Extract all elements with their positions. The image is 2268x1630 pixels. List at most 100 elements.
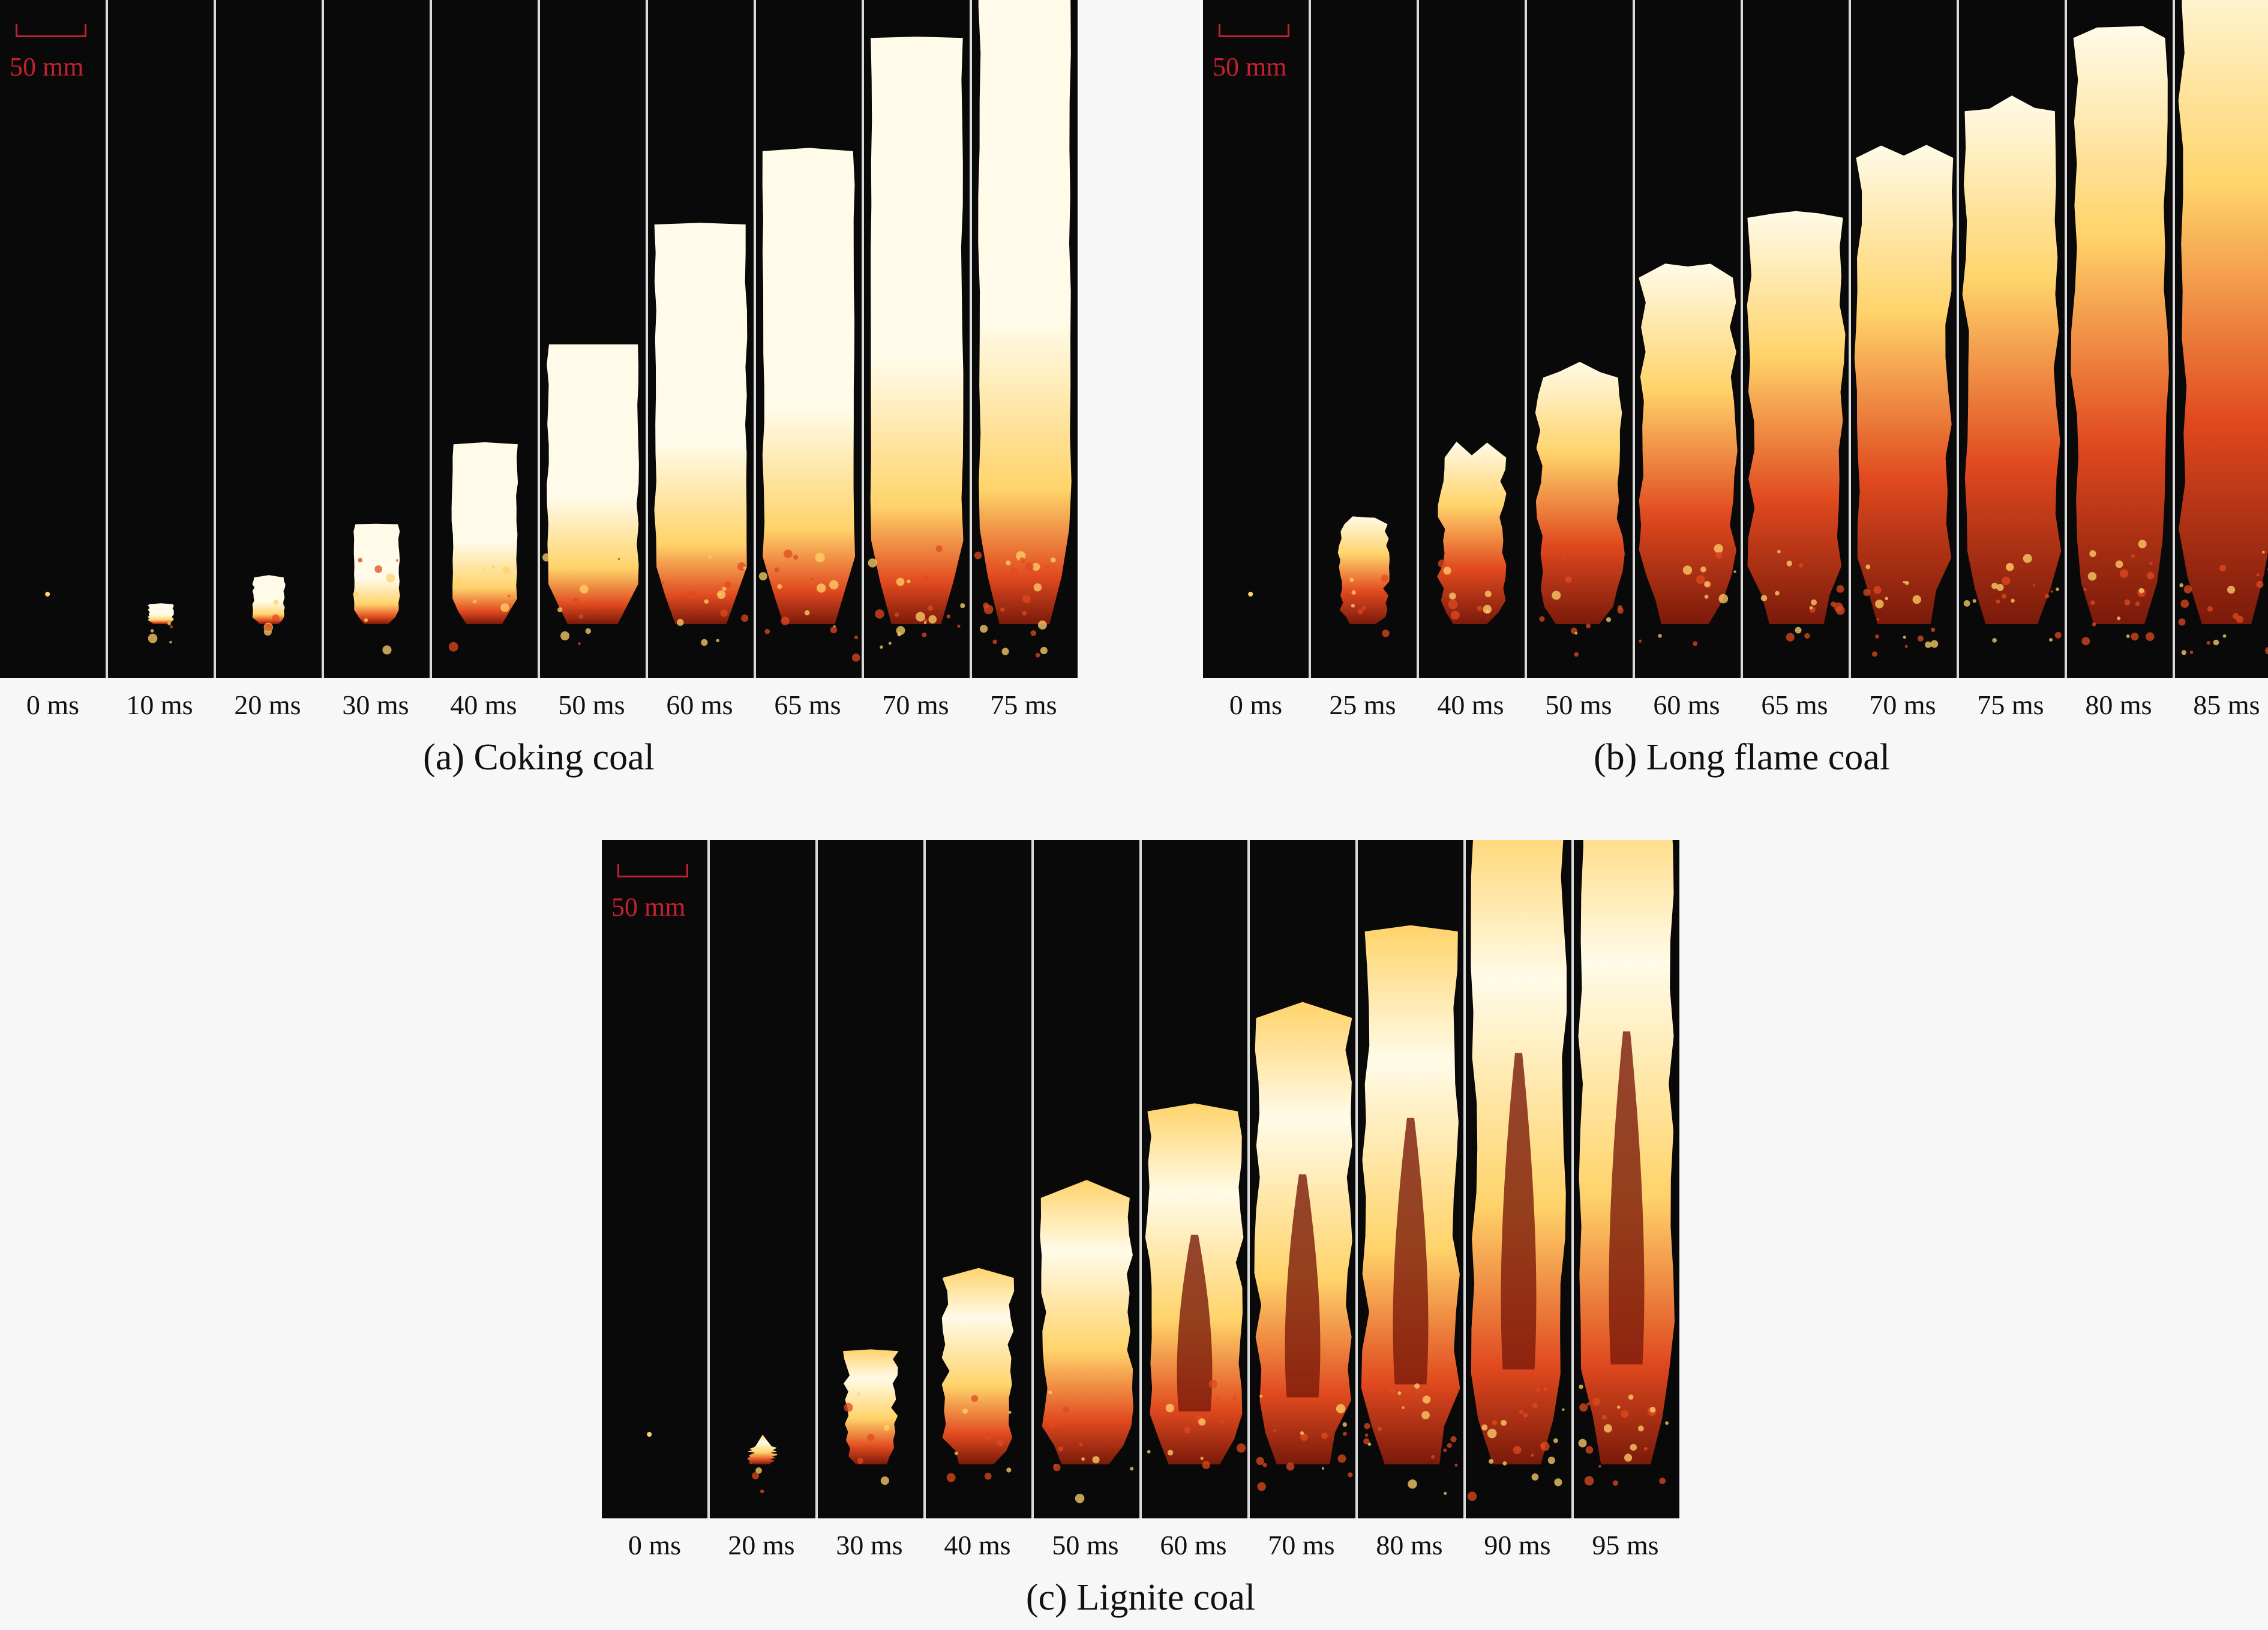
ember-particle xyxy=(2116,616,2121,621)
flame-body xyxy=(547,344,639,624)
ember-particle xyxy=(2089,550,2096,558)
ember-particle xyxy=(1300,1431,1304,1436)
time-label: 25 ms xyxy=(1329,690,1396,720)
ember-particle xyxy=(1200,1457,1204,1460)
ember-particle xyxy=(1443,567,1451,575)
ember-particle xyxy=(1051,557,1056,563)
flame-frame xyxy=(1633,0,1741,678)
ember-particle xyxy=(1022,595,1031,603)
flame-frame xyxy=(430,0,538,678)
flame-frame xyxy=(1463,840,1571,1518)
ember-particle xyxy=(2083,588,2087,591)
ember-particle xyxy=(1367,1442,1372,1446)
ember-particle xyxy=(2115,560,2123,568)
ember-particle xyxy=(1502,1461,1507,1466)
ember-particle xyxy=(752,1472,760,1480)
flame-image xyxy=(1337,516,1390,637)
ember-particle xyxy=(1834,602,1844,612)
ember-particle xyxy=(2090,600,2095,606)
ember-particle xyxy=(992,639,997,645)
ember-particle xyxy=(687,591,695,599)
image-strip: 50 mm xyxy=(1203,0,2268,678)
time-labels: 0 ms 25 ms 40 ms 50 ms 60 ms 65 ms 70 ms 75 ms 8… xyxy=(1203,689,2268,721)
ember-particle xyxy=(574,559,577,562)
flame-image xyxy=(1361,925,1460,1495)
ember-particle xyxy=(954,1451,958,1455)
flame-image xyxy=(2178,0,2268,655)
ember-particle xyxy=(1617,607,1624,614)
ember-particle xyxy=(1408,1479,1417,1489)
ember-particle xyxy=(1198,1418,1206,1426)
ember-particle xyxy=(880,645,883,649)
ember-particle xyxy=(1592,1398,1601,1406)
ember-particle xyxy=(1022,610,1027,616)
ember-particle xyxy=(1053,1463,1061,1472)
flame-frame xyxy=(2065,0,2173,678)
ember-particle xyxy=(1342,1389,1346,1393)
flame-frame xyxy=(707,840,815,1518)
ember-particle xyxy=(2050,590,2053,593)
ember-particle xyxy=(1539,616,1545,622)
ember-particle xyxy=(572,597,578,603)
time-label: 65 ms xyxy=(1761,690,1828,720)
ember-particle xyxy=(1579,1403,1588,1412)
time-label: 30 ms xyxy=(342,690,409,720)
flame-frame xyxy=(1355,840,1463,1518)
ember-particle xyxy=(755,1467,762,1474)
ember-particle xyxy=(1531,1473,1539,1481)
ember-particle xyxy=(2044,594,2050,598)
ember-particle xyxy=(1237,1443,1246,1453)
ember-particle xyxy=(1578,1439,1587,1448)
ember-particle xyxy=(617,558,620,561)
flame-image xyxy=(654,223,749,646)
ember-particle xyxy=(1930,640,1939,648)
ember-particle xyxy=(1448,600,1458,610)
ember-particle xyxy=(1786,561,1793,567)
ember-particle xyxy=(1321,1432,1328,1439)
time-label: 80 ms xyxy=(2085,690,2152,720)
ember-particle xyxy=(1925,641,1932,648)
ember-particle xyxy=(1601,1415,1607,1420)
ember-particle xyxy=(1715,552,1723,559)
ember-particle xyxy=(1775,591,1780,596)
ember-particle xyxy=(1447,1443,1452,1448)
flame-image xyxy=(542,344,639,645)
ember-particle xyxy=(1040,646,1048,655)
ember-particle xyxy=(2135,601,2140,606)
ember-particle xyxy=(2181,650,2186,655)
ember-particle xyxy=(1048,1421,1055,1428)
flame-image xyxy=(1747,211,1846,642)
ember-particle xyxy=(980,625,988,633)
ember-particle xyxy=(2146,571,2155,580)
ember-particle xyxy=(1001,648,1009,655)
ember-particle xyxy=(273,600,279,605)
flame-frame xyxy=(1417,0,1525,678)
ember-particle xyxy=(1006,560,1011,566)
ember-particle xyxy=(1904,645,1908,648)
flame-image xyxy=(148,603,174,644)
ember-particle xyxy=(760,1489,764,1494)
ember-particle xyxy=(1450,610,1460,620)
ember-particle xyxy=(448,642,458,652)
ember-particle xyxy=(2032,583,2035,587)
ember-particle xyxy=(1025,562,1034,571)
ember-particle xyxy=(2005,562,2014,571)
ember-particle xyxy=(542,553,551,562)
panel-caption: (a) Coking coal xyxy=(423,737,655,778)
time-label: 30 ms xyxy=(836,1530,903,1560)
ember-particle xyxy=(928,605,934,611)
time-label: 50 ms xyxy=(1052,1530,1119,1560)
ember-particle xyxy=(1048,1391,1052,1395)
flame-dark-core xyxy=(1177,1235,1213,1412)
flame-body xyxy=(1962,95,2062,624)
ember-particle xyxy=(1414,1383,1420,1389)
ember-particle xyxy=(1202,1461,1211,1469)
flame-body xyxy=(1535,361,1625,624)
ember-particle xyxy=(2011,598,2015,603)
ember-particle xyxy=(1714,544,1723,553)
ember-particle xyxy=(1489,1458,1494,1464)
flame-frame: 50 mm xyxy=(0,0,106,678)
ember-particle xyxy=(1481,1424,1488,1431)
scale-label: 50 mm xyxy=(10,52,84,82)
flame-image xyxy=(974,0,1072,658)
